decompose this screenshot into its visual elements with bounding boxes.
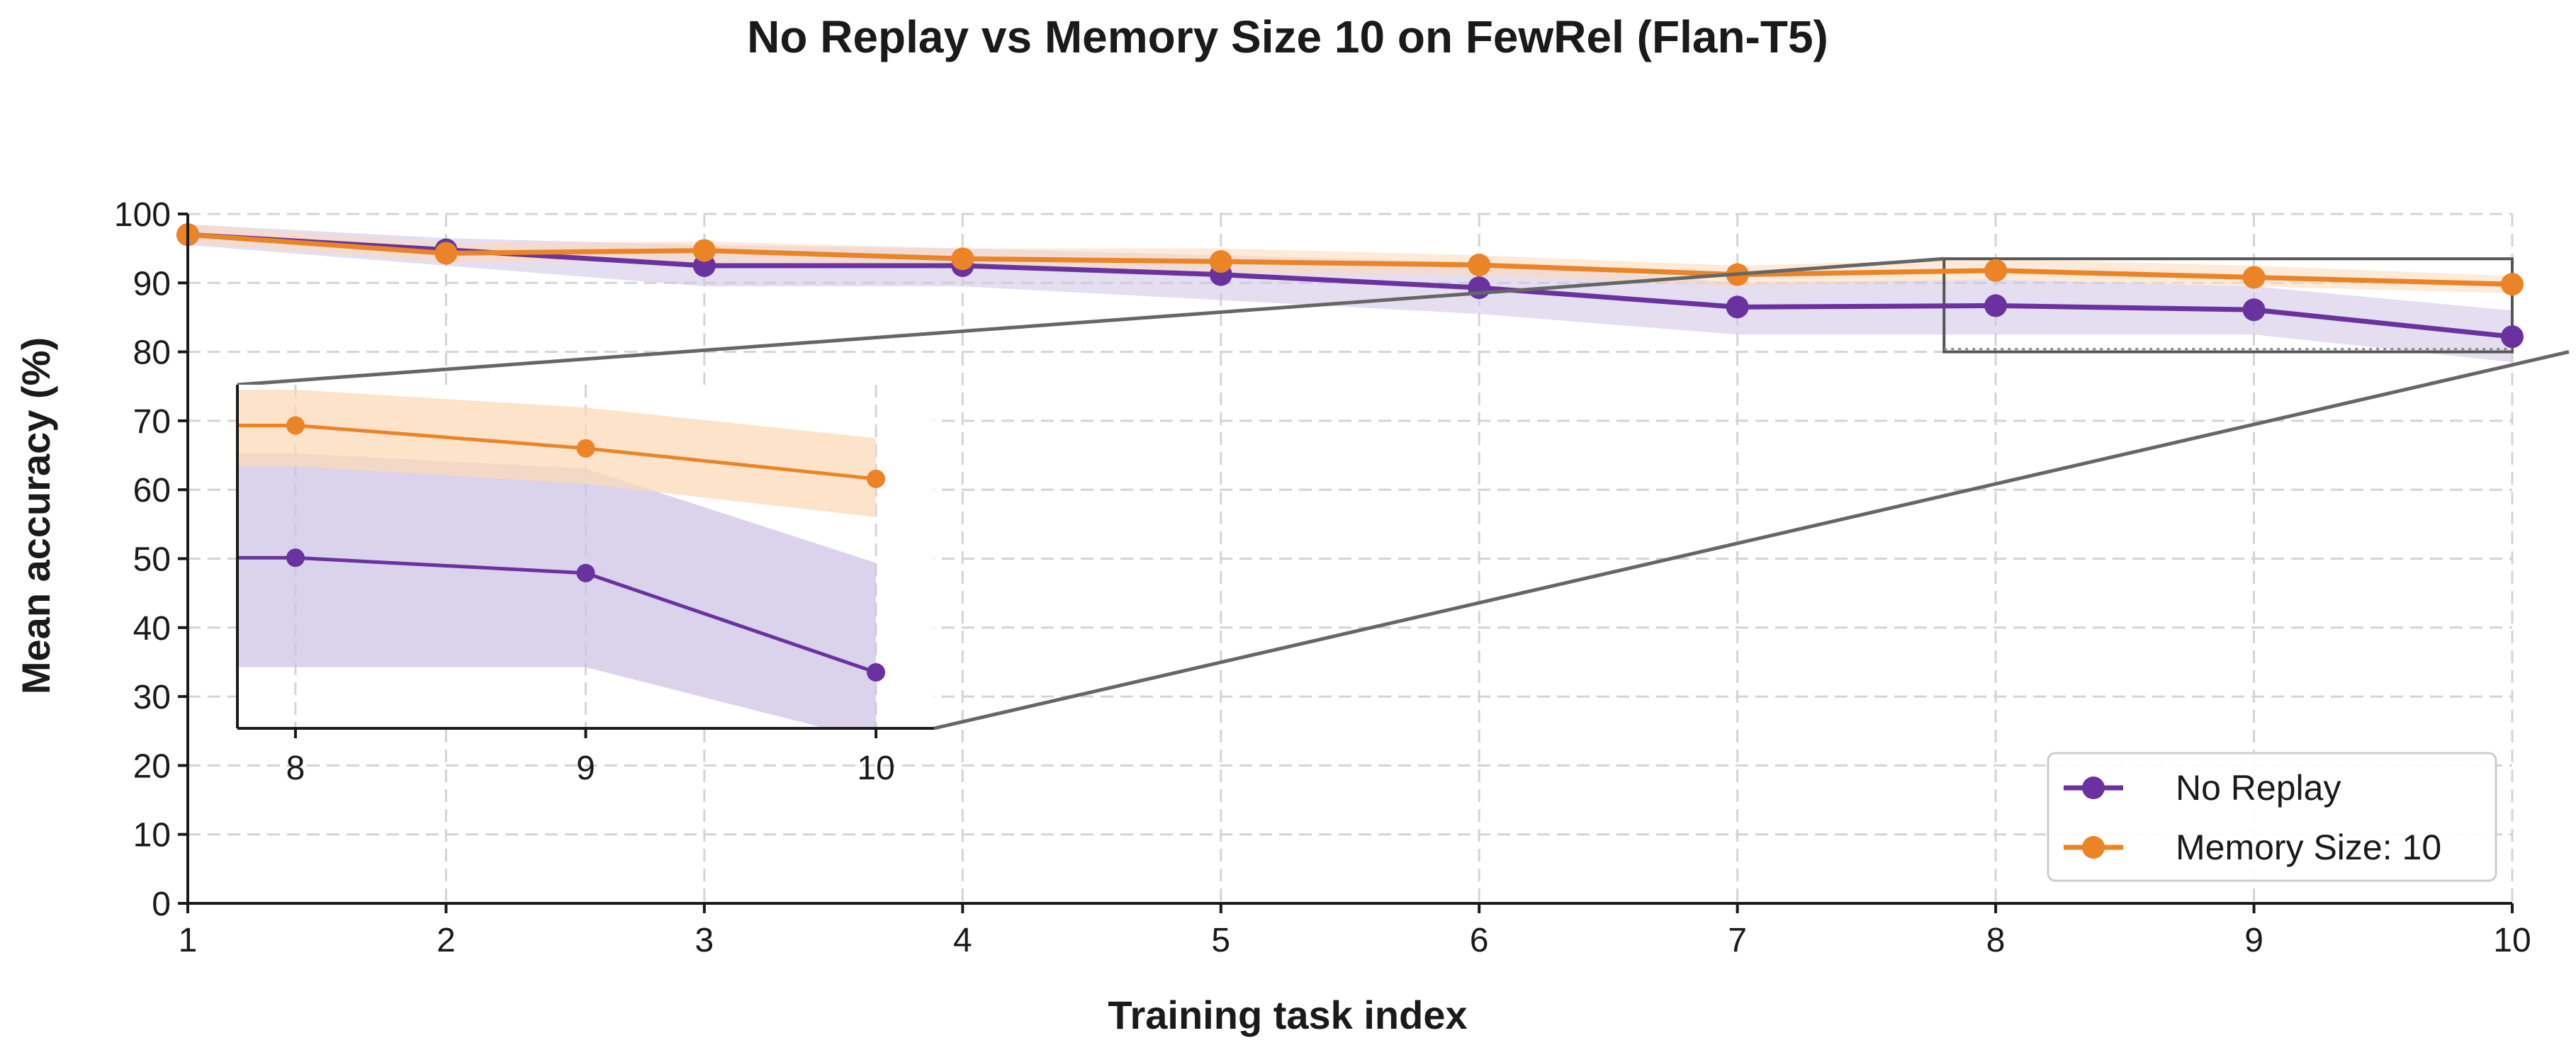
legend-label: No Replay — [2176, 768, 2341, 808]
data-point — [951, 247, 974, 271]
inset-data-point — [576, 439, 595, 458]
inset-data-point — [867, 662, 886, 682]
legend-marker-swatch — [2082, 836, 2105, 859]
x-tick-label: 9 — [2244, 922, 2263, 959]
inset-series-line — [237, 555, 877, 674]
legend-marker-swatch — [2082, 777, 2105, 799]
data-point — [692, 239, 716, 262]
data-point — [1726, 295, 1749, 319]
zoom-connector-bottom — [933, 350, 2570, 730]
x-tick-label: 3 — [695, 922, 714, 959]
inset-data-point — [576, 563, 595, 582]
y-axis-label: Mean accuracy (%) — [13, 337, 58, 694]
x-tick-label: 6 — [1470, 922, 1489, 959]
y-tick-label: 20 — [133, 747, 171, 785]
x-tick-label: 10 — [2493, 922, 2531, 959]
data-point — [1209, 250, 1232, 273]
inset-series-band — [237, 390, 877, 517]
y-tick-label: 90 — [133, 265, 171, 303]
x-tick-label: 5 — [1211, 922, 1230, 959]
legend-box — [2047, 752, 2497, 882]
x-tick-label: 8 — [1986, 922, 2006, 959]
data-point — [434, 242, 458, 265]
y-tick-label: 10 — [133, 817, 171, 854]
x-tick-label: 7 — [1728, 922, 1747, 959]
legend: No Replay Memory Size: 10 — [2047, 752, 2497, 882]
chart-title: No Replay vs Memory Size 10 on FewRel (F… — [747, 11, 1828, 62]
series-line — [187, 232, 2513, 287]
y-tick-label: 60 — [133, 472, 171, 509]
data-point — [2242, 298, 2266, 322]
legend-label: Memory Size: 10 — [2176, 828, 2441, 867]
y-tick-label: 0 — [152, 886, 171, 923]
y-tick-label: 50 — [133, 541, 171, 579]
data-point — [2242, 266, 2266, 289]
inset-zoom-plot: 8 9 10 — [236, 385, 934, 787]
inset-series-line — [237, 423, 877, 481]
x-tick-label: 4 — [953, 922, 972, 959]
inset-data-point — [286, 416, 305, 435]
y-tick-label: 30 — [133, 679, 171, 716]
data-point — [1984, 259, 2008, 282]
zoom-connector-top — [237, 256, 1945, 387]
y-tick-label: 40 — [133, 610, 171, 648]
inset-x-tick-label: 8 — [286, 750, 305, 787]
inset-series-band — [237, 453, 877, 728]
series-band — [188, 224, 2512, 293]
x-tick-label: 1 — [179, 922, 198, 959]
data-point — [1468, 276, 1491, 300]
y-tick-label: 70 — [133, 403, 171, 441]
x-axis-label: Training task index — [1108, 993, 1467, 1037]
y-tick-label: 80 — [133, 334, 171, 372]
inset-x-tick-label: 10 — [857, 750, 894, 787]
data-point — [1984, 294, 2008, 317]
inset-data-point — [286, 548, 305, 568]
data-point — [2501, 273, 2524, 296]
inset-data-point — [867, 469, 886, 488]
inset-x-tick-label: 9 — [576, 750, 595, 787]
data-point — [2501, 325, 2524, 349]
x-tick-label: 2 — [437, 922, 456, 959]
series-line — [187, 232, 2513, 339]
data-point — [1468, 254, 1491, 277]
y-tick-label: 100 — [114, 196, 171, 234]
